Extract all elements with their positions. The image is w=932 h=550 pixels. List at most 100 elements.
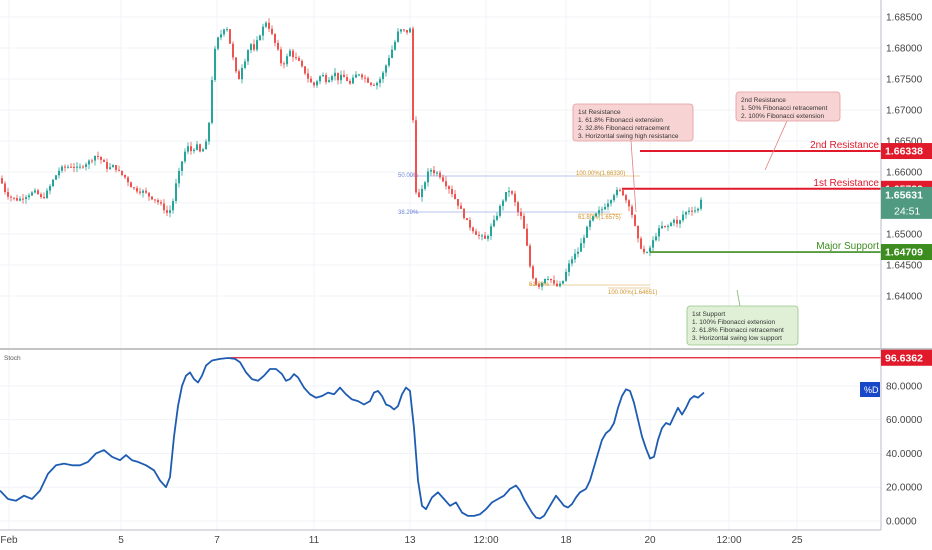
candle-body [100,156,102,160]
candle-body [352,77,354,84]
candle-body [505,192,507,201]
candle-body [121,170,123,175]
second-resistance-line-2: 2. 100% Fibonacci extension [741,113,824,120]
candle-body [451,189,453,195]
candle-body [280,49,282,64]
candle-body [340,74,342,81]
price-tick-label: 1.64500 [886,261,923,272]
current-price-badge: 1.65631 24:51 [881,186,932,219]
candle-body [229,29,231,44]
candle-body [367,78,369,83]
candle-body [664,225,666,227]
first-resistance-line-1: 1. 61.8% Fibonacci extension [578,117,663,124]
stoch-tick-label: 20.0000 [886,483,923,494]
candle-body [487,235,489,239]
candle-body [64,166,66,168]
level-lines: 2nd Resistance 1st Resistance Major Supp… [230,140,881,359]
stoch-axis[interactable]: 80.0000 60.0000 40.0000 20.0000 0.0000 [886,381,923,527]
svg-text:1.66338: 1.66338 [885,146,923,158]
candle-body [661,225,663,229]
candle-body [448,186,450,190]
candle-body [130,182,132,188]
candle-body [220,34,222,38]
candle-body [322,74,324,77]
candle-body [493,219,495,227]
candle-body [16,198,18,201]
candle-body [670,222,672,226]
candle-body [454,194,456,200]
candle-body [553,280,555,284]
candle-body [532,266,534,279]
candle-body [685,212,687,215]
candle-body [10,196,12,198]
candle-body [595,213,597,217]
candle-body [379,79,381,83]
candle-body [169,210,171,213]
candle-body [358,74,360,76]
candle-body [181,161,183,171]
candle-body [205,141,207,150]
candle-body [76,166,78,168]
support-label: Major Support [816,241,879,252]
candle-body [268,22,270,29]
candle-body [568,263,570,272]
candle-body [118,169,120,171]
candle-body [310,78,312,83]
candle-body [445,181,447,187]
second-resistance-line-1: 1. 50% Fibonacci retracement [741,105,828,112]
candle-body [601,209,603,211]
candle-body [478,234,480,236]
candle-body [676,219,678,224]
candle-body [637,225,639,239]
candle-body [286,56,288,65]
candle-body [652,240,654,248]
candle-body [160,202,162,204]
candle-body [496,215,498,220]
first-support-line-3: 3. Horizontal swing low support [692,335,782,342]
candle-body [502,200,504,206]
candle-body [241,67,243,80]
candle-body [409,28,411,33]
candle-body [541,282,543,287]
candle-body [658,228,660,237]
candle-body [628,200,630,207]
candle-body [598,210,600,214]
fib-100-upper-label: 100.00%(1.66330) [576,171,625,177]
candle-body [388,57,390,66]
candle-body [607,203,609,207]
candle-body [31,192,33,196]
candle-body [172,200,174,211]
candle-body [259,35,261,41]
candle-body [424,182,426,189]
candle-body [580,243,582,252]
candle-body [178,170,180,184]
stoch-d-badge[interactable]: %D [860,382,880,397]
candle-body [124,174,126,178]
candle-body [226,29,228,31]
time-tick-label: 5 [118,535,124,546]
candle-body [43,197,45,199]
candle-body [460,205,462,209]
first-resistance-line-3: 3. Horizontal swing high resistance [578,133,679,140]
candle-body [622,190,624,196]
candle-body [214,48,216,80]
candle-body [79,166,81,168]
time-axis[interactable]: Feb 5 7 11 13 12:00 18 20 12:00 25 [0,535,803,546]
candle-body [85,164,87,168]
resistance-2-badge: 1.66338 [881,143,932,160]
candle-body [382,72,384,80]
candle-body [49,186,51,191]
candle-body [106,162,108,169]
candle-body [604,206,606,210]
candle-body [199,144,201,152]
candle-body [565,271,567,281]
first-support-line-1: 1. 100% Fibonacci extension [692,319,775,326]
candle-body [421,188,423,198]
stoch-tick-label: 60.0000 [886,415,923,426]
candle-body [571,259,573,264]
candle-body [559,283,561,287]
candle-body [217,37,219,49]
candle-body [304,66,306,74]
candle-body [253,44,255,50]
candle-body [307,73,309,79]
